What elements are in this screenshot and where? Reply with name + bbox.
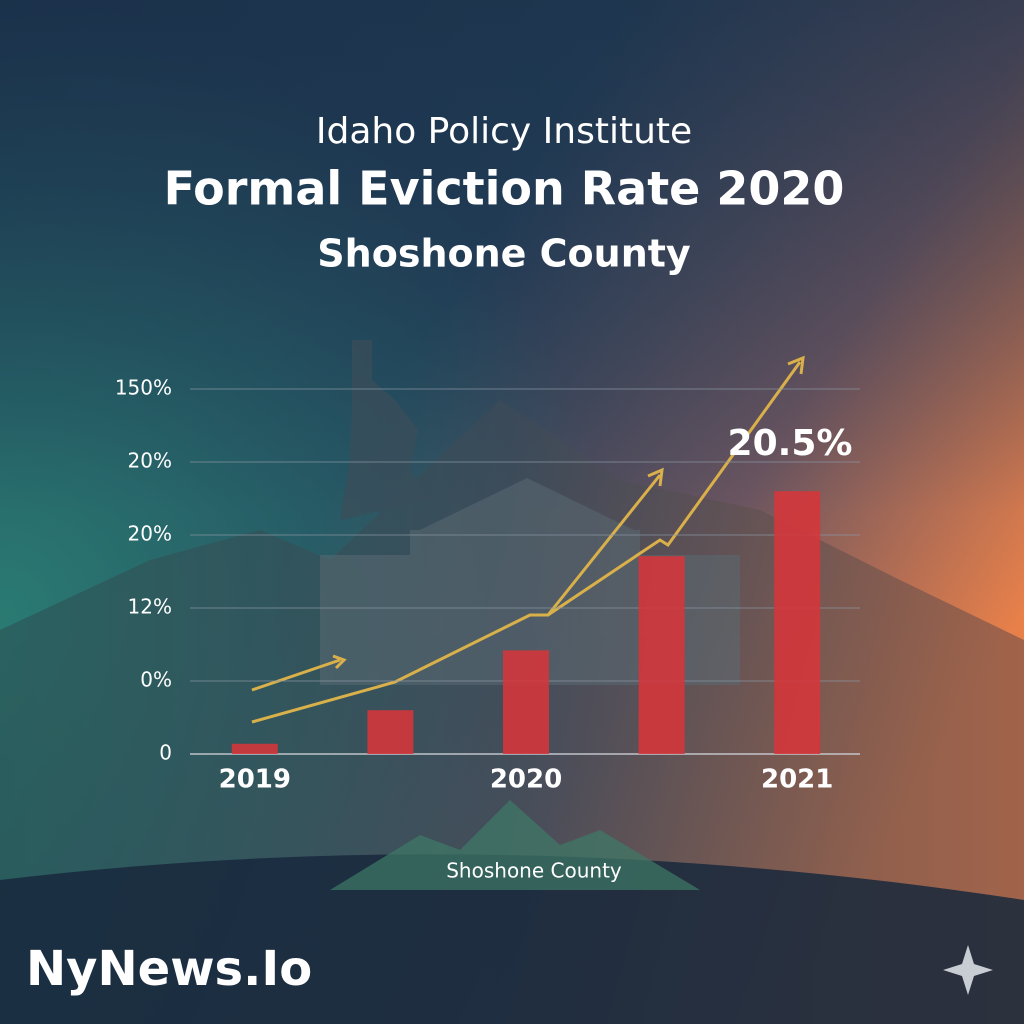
y-tick-label: 0 <box>159 741 172 765</box>
chart-title: Formal Eviction Rate 2020 <box>164 162 845 216</box>
trend-arrows <box>251 355 805 724</box>
y-tick-label: 0% <box>140 668 172 692</box>
bar <box>231 743 278 754</box>
annotation: 20.5% <box>728 423 853 464</box>
foreground-hill <box>0 854 1024 1024</box>
y-tick-label: 20% <box>128 449 172 473</box>
x-tick-label: 2019 <box>219 765 291 795</box>
bar <box>638 556 685 754</box>
bar <box>367 710 414 754</box>
brand: NyNews.Io <box>26 941 312 997</box>
x-tick-label: 2021 <box>761 765 833 795</box>
footer-label: Shoshone County <box>446 859 622 883</box>
x-tick-label: 2020 <box>490 765 562 795</box>
bar <box>774 491 821 754</box>
idaho-silhouette <box>340 340 430 520</box>
y-tick-label: 20% <box>128 522 172 546</box>
y-tick-label: 150% <box>115 376 172 400</box>
y-tick-label: 12% <box>128 595 172 619</box>
bar <box>503 650 549 754</box>
sparkle-icon <box>943 945 993 995</box>
small-mountains <box>330 800 700 890</box>
supertitle: Idaho Policy Institute <box>316 111 692 152</box>
subtitle: Shoshone County <box>317 232 691 276</box>
